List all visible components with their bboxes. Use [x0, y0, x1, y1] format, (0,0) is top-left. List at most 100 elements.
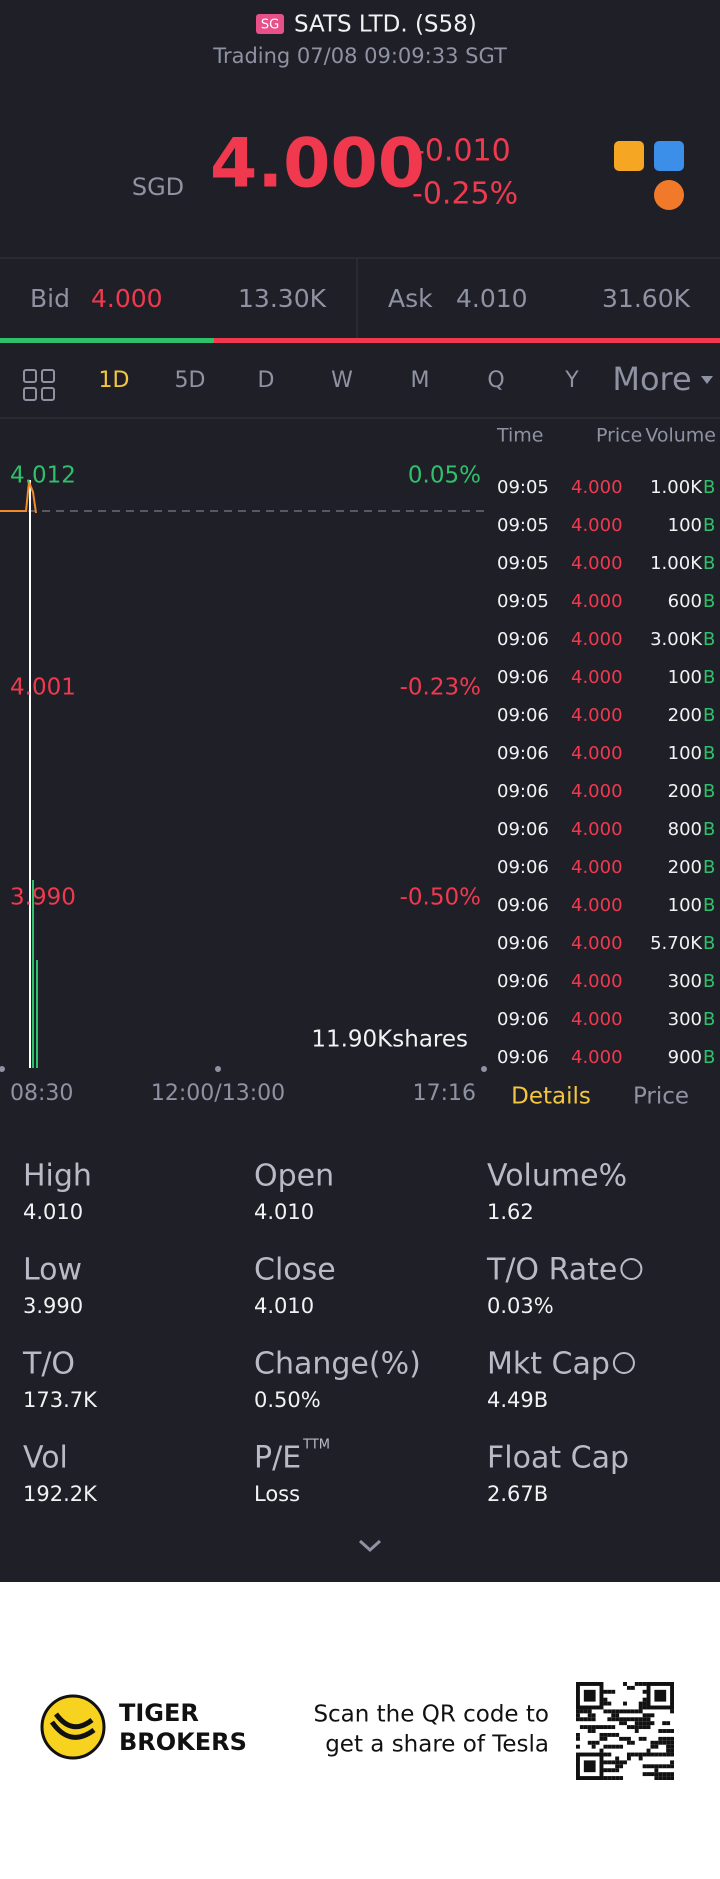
trade-side: B [703, 629, 715, 650]
trade-price: 4.000 [571, 971, 623, 992]
qr-cell [615, 1760, 620, 1765]
trade-volume: 1.00K [650, 553, 703, 574]
qr-cell [615, 1764, 620, 1769]
period-tab[interactable]: W [331, 368, 353, 393]
qr-cell [599, 1748, 604, 1753]
period-tab[interactable]: 5D [175, 368, 206, 393]
qr-cell [603, 1744, 608, 1749]
qr-cell [603, 1736, 608, 1741]
qr-cell [658, 1764, 663, 1769]
trade-volume: 800 [668, 819, 702, 840]
period-tab[interactable]: Q [487, 368, 504, 393]
qr-cell [670, 1772, 674, 1777]
trade-price: 4.000 [571, 705, 623, 726]
detail-value: 173.7K [23, 1388, 98, 1412]
trade-price: 4.000 [571, 629, 623, 650]
detail-value: 4.010 [23, 1200, 83, 1224]
qr-cell [642, 1713, 647, 1718]
dividend-icon [614, 141, 644, 171]
brand: BROKERS [119, 1728, 247, 1756]
qr-cell [615, 1756, 620, 1761]
qr-cell [654, 1776, 659, 1780]
qr-cell [607, 1717, 612, 1722]
qr-cell [658, 1729, 663, 1733]
qr-cell [662, 1740, 667, 1745]
qr-cell [615, 1776, 620, 1780]
qr-cell [638, 1736, 643, 1741]
qr-finder [583, 1760, 596, 1773]
detail-value: 0.50% [254, 1388, 321, 1412]
axis-dot [215, 1066, 221, 1072]
promo: Scan the QR code to [313, 1702, 549, 1728]
qr-cell [654, 1744, 659, 1749]
trade-price: 4.000 [571, 667, 623, 688]
trade-time: 09:06 [497, 667, 549, 688]
qr-cell [638, 1752, 643, 1757]
qr-cell [666, 1736, 671, 1741]
qr-cell [611, 1713, 616, 1718]
qr-cell [591, 1729, 596, 1733]
trade-time: 09:06 [497, 629, 549, 650]
qr-cell [650, 1764, 655, 1769]
time-axis-label: 17:16 [413, 1081, 476, 1106]
info-icon[interactable] [612, 1352, 635, 1374]
detail-value: 2.67B [487, 1482, 548, 1506]
qr-cell [619, 1744, 624, 1749]
qr-cell [607, 1768, 612, 1773]
qr-cell [670, 1709, 674, 1714]
trade-time: 09:06 [497, 933, 549, 954]
qr-cell [603, 1776, 608, 1780]
info-icon[interactable] [620, 1258, 643, 1280]
qr-cell [630, 1725, 635, 1730]
period-tab[interactable]: 1D [99, 368, 130, 393]
qr-cell [634, 1721, 639, 1726]
qr-cell [626, 1740, 631, 1745]
period-tab[interactable]: M [411, 368, 430, 393]
qr-cell [623, 1682, 627, 1686]
period-tab[interactable]: D [258, 368, 275, 393]
qr-cell [658, 1740, 663, 1745]
qr-cell [650, 1740, 655, 1745]
qr-cell [646, 1764, 651, 1769]
qr-cell [579, 1709, 584, 1714]
trade-time: 09:06 [497, 1009, 549, 1030]
qr-cell [642, 1701, 647, 1706]
qr-cell [603, 1752, 608, 1757]
qr-cell [619, 1717, 624, 1722]
flash-icon [654, 141, 684, 171]
qr-cell [642, 1772, 647, 1777]
trade-volume: 200 [668, 781, 702, 802]
qr-cell [611, 1717, 616, 1722]
qr-cell [576, 1736, 580, 1741]
trades-header: Volume [645, 425, 716, 447]
detail-superscript: TTM [302, 1438, 330, 1453]
qr-cell [654, 1752, 659, 1757]
qr-finder [576, 1681, 604, 1710]
ask-label: Ask [388, 284, 433, 313]
pct-axis-label: -0.50% [400, 885, 481, 911]
qr-cell [634, 1725, 639, 1730]
brand: TIGER [119, 1699, 199, 1727]
qr-cell [615, 1768, 620, 1773]
qr-cell [638, 1721, 643, 1726]
trade-tab[interactable]: Details [511, 1084, 591, 1110]
qr-cell [607, 1709, 612, 1714]
qr-cell [658, 1736, 663, 1741]
qr-cell [611, 1744, 616, 1749]
period-tab[interactable]: More [612, 360, 691, 398]
trade-tab[interactable]: Price [633, 1084, 689, 1110]
qr-cell [611, 1689, 616, 1694]
qr-cell [666, 1744, 671, 1749]
qr-cell [611, 1760, 616, 1765]
qr-cell [611, 1768, 616, 1773]
period-tab[interactable]: Y [564, 368, 579, 393]
qr-cell [607, 1752, 612, 1757]
qr-cell [607, 1701, 612, 1706]
expand-chevron [358, 1539, 382, 1553]
qr-cell [619, 1709, 624, 1714]
detail-label: Mkt Cap [487, 1347, 610, 1382]
qr-cell [638, 1756, 643, 1761]
pct-axis-label: 0.05% [408, 463, 481, 489]
trade-volume: 100 [668, 743, 702, 764]
